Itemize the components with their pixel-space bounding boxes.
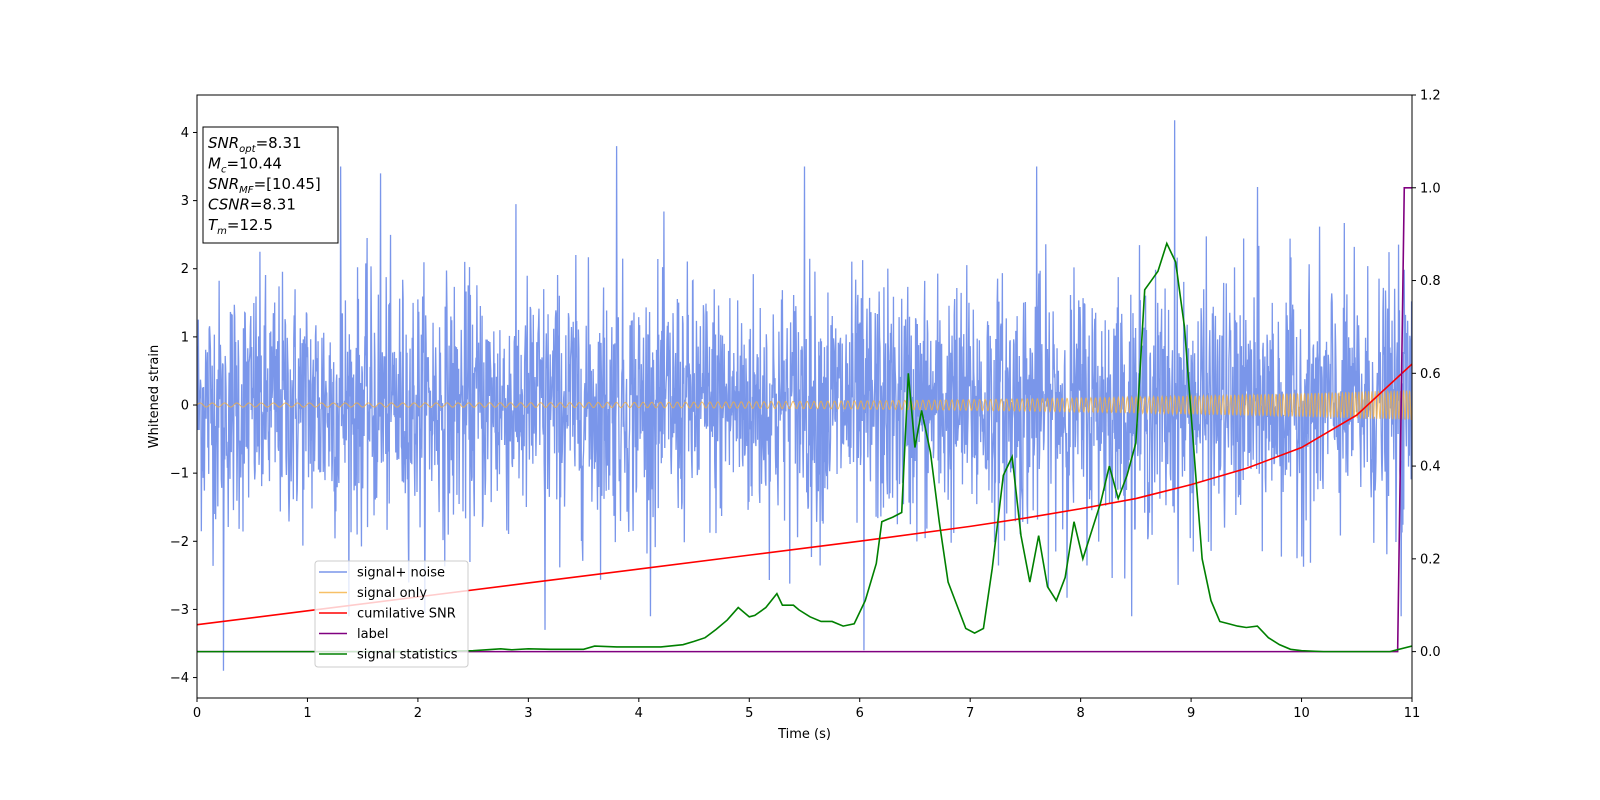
annotation-line: SNRopt=8.31	[208, 134, 302, 155]
annotation-line: Tm=12.5	[208, 216, 273, 237]
x-tick-label: 8	[1076, 706, 1084, 721]
x-tick-label: 5	[745, 706, 753, 721]
annotation-box: SNRopt=8.31Mc=10.44SNRMF=[10.45]CSNR=8.3…	[202, 126, 339, 244]
annotation-frame	[202, 126, 339, 244]
legend-frame	[314, 560, 469, 668]
ticks-layer: 0 1 2 3 4 5 6 7 8 9 10 11 −4 −3 −2 −1 0 1 2 3 4 0.0 0.2 0.4 0.6 0…	[170, 89, 1441, 722]
y-tick-label: 1	[181, 330, 189, 345]
x-tick-label: 11	[1404, 706, 1421, 721]
legend: signal+ noise signal only cumilative SNR la…	[314, 560, 469, 668]
y2-tick-label: 0.6	[1420, 367, 1441, 382]
y-tick-label: 4	[181, 126, 189, 141]
series-signal-only-line	[197, 389, 1412, 420]
y-tick-label: −2	[170, 535, 189, 550]
series-label-line	[197, 186, 1412, 653]
y2-tick-label: 1.2	[1420, 89, 1441, 104]
x-tick-label: 10	[1293, 706, 1310, 721]
y2-tick-label: 0.8	[1420, 274, 1441, 289]
y-axis-label: Whitened strain	[147, 345, 162, 448]
legend-label: label	[357, 627, 388, 642]
plot-frame	[196, 94, 1413, 699]
x-tick-label: 7	[966, 706, 974, 721]
series-signal-statistics-line	[197, 241, 1412, 653]
legend-label: cumilative SNR	[357, 607, 456, 622]
series-layer	[197, 120, 1412, 671]
series-signal-noise-line	[197, 120, 1412, 671]
x-tick-label: 4	[635, 706, 643, 721]
y-tick-label: 3	[181, 194, 189, 209]
y-tick-label: 2	[181, 262, 189, 277]
x-tick-label: 0	[193, 706, 201, 721]
y-tick-label: −3	[170, 603, 189, 618]
x-axis-label: Time (s)	[777, 727, 831, 742]
y2-tick-label: 0.0	[1420, 645, 1441, 660]
annotation-line: SNRMF=[10.45]	[208, 175, 321, 196]
y-tick-label: −4	[170, 671, 189, 686]
x-tick-label: 6	[856, 706, 864, 721]
legend-label: signal only	[357, 586, 427, 601]
annotation-line: Mc=10.44	[208, 155, 282, 176]
x-tick-label: 3	[524, 706, 532, 721]
annotation-line: CSNR=8.31	[208, 196, 296, 214]
legend-label: signal statistics	[357, 648, 458, 663]
y2-tick-label: 1.0	[1420, 181, 1441, 196]
x-tick-label: 9	[1187, 706, 1195, 721]
y2-tick-label: 0.4	[1420, 460, 1441, 475]
y2-tick-label: 0.2	[1420, 552, 1441, 567]
y-tick-label: −1	[170, 467, 189, 482]
legend-label: signal+ noise	[357, 566, 445, 581]
y-tick-label: 0	[181, 399, 189, 414]
x-tick-label: 1	[303, 706, 311, 721]
x-tick-label: 2	[414, 706, 422, 721]
